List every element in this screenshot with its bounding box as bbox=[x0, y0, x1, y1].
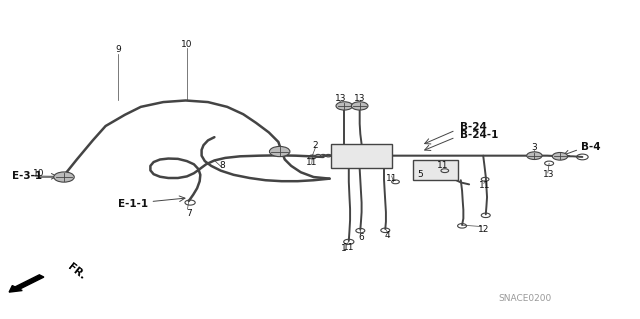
Text: 10: 10 bbox=[181, 40, 193, 48]
Circle shape bbox=[351, 102, 368, 110]
Text: 11: 11 bbox=[437, 161, 449, 170]
Text: 9: 9 bbox=[116, 45, 121, 54]
Text: 10: 10 bbox=[33, 169, 44, 178]
Text: 1: 1 bbox=[342, 244, 347, 253]
Text: 11: 11 bbox=[306, 158, 317, 167]
Bar bbox=[413, 160, 458, 180]
Circle shape bbox=[527, 152, 542, 160]
Text: 12: 12 bbox=[477, 225, 489, 234]
Text: 5: 5 bbox=[417, 170, 422, 179]
Text: 13: 13 bbox=[543, 170, 555, 179]
Text: 3: 3 bbox=[532, 143, 537, 152]
Text: 4: 4 bbox=[385, 231, 390, 240]
Text: 7: 7 bbox=[186, 209, 191, 218]
Text: SNACE0200: SNACE0200 bbox=[498, 294, 552, 303]
Text: B-24: B-24 bbox=[460, 122, 486, 132]
Text: B-4: B-4 bbox=[581, 142, 601, 152]
Text: E-3-1: E-3-1 bbox=[12, 171, 42, 181]
Circle shape bbox=[336, 102, 353, 110]
Text: 13: 13 bbox=[354, 94, 365, 103]
Circle shape bbox=[54, 172, 74, 182]
FancyArrow shape bbox=[9, 275, 44, 292]
Text: 2: 2 bbox=[313, 141, 318, 150]
Text: FR.: FR. bbox=[66, 261, 87, 281]
Text: E-1-1: E-1-1 bbox=[118, 198, 148, 209]
Text: 8: 8 bbox=[220, 161, 225, 170]
Text: 6: 6 bbox=[359, 233, 364, 241]
Circle shape bbox=[269, 146, 290, 157]
Text: 11: 11 bbox=[479, 181, 491, 190]
Text: B-24-1: B-24-1 bbox=[460, 130, 498, 140]
Text: 11: 11 bbox=[386, 174, 397, 182]
Circle shape bbox=[552, 152, 568, 160]
Text: 11: 11 bbox=[343, 243, 355, 252]
Text: 13: 13 bbox=[335, 94, 346, 103]
Bar bbox=[331, 144, 392, 168]
